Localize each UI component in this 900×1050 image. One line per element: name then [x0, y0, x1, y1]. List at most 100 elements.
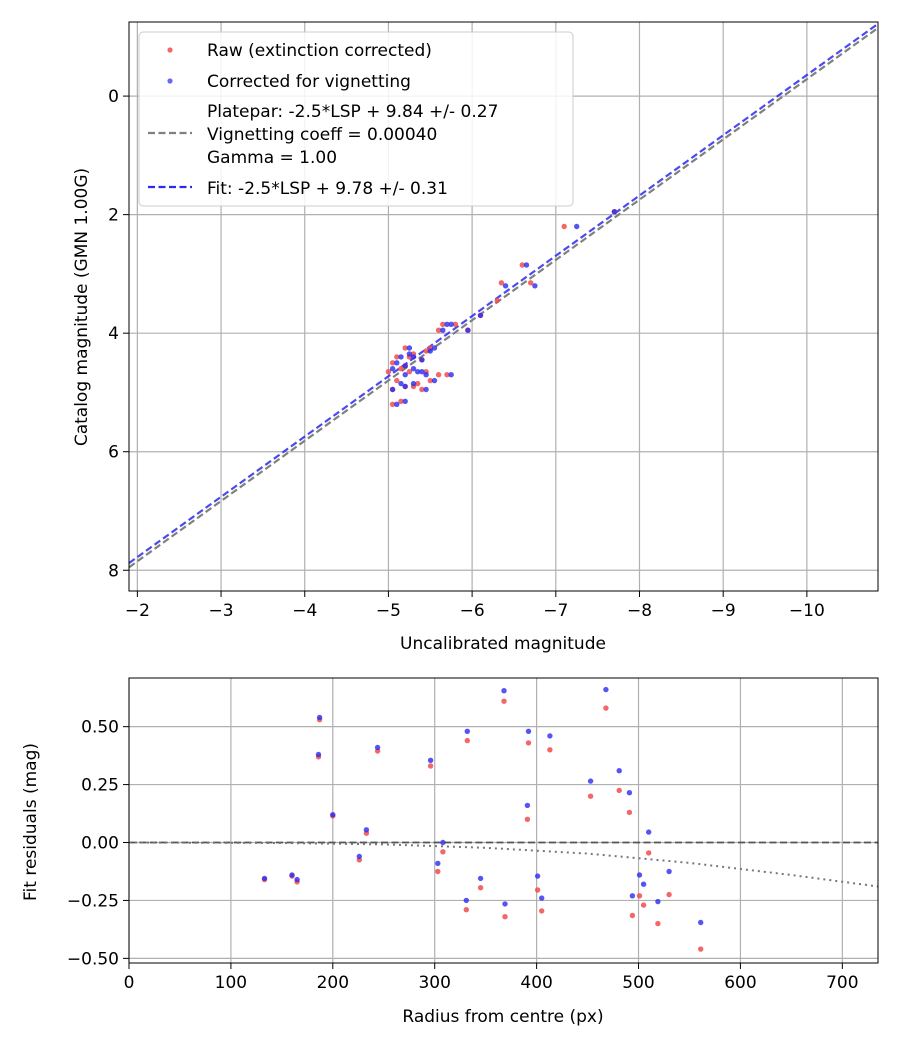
- raw-point: [494, 297, 500, 304]
- corrected-point: [427, 348, 433, 354]
- corrected-point: [524, 802, 531, 809]
- raw-point: [423, 348, 429, 354]
- corrected-point: [626, 790, 633, 796]
- raw-point: [435, 327, 442, 333]
- y-tick-label: −0.25: [67, 891, 119, 911]
- legend-label-vignetting: Vignetting coeff = 0.00040: [207, 125, 437, 145]
- raw-point: [389, 360, 396, 366]
- y-tick-label: 6: [108, 443, 119, 463]
- legend-marker-raw: [167, 47, 173, 53]
- corrected-point: [406, 345, 413, 351]
- raw-point: [698, 946, 704, 952]
- fit-line: [129, 22, 878, 564]
- corrected-point: [330, 812, 336, 818]
- x-tick-label: −5: [376, 601, 401, 621]
- x-tick-label: 700: [826, 973, 858, 993]
- raw-point: [561, 223, 567, 230]
- corrected-point: [448, 372, 454, 378]
- corrected-point: [440, 839, 446, 846]
- x-tick-label: −4: [292, 601, 317, 621]
- raw-point: [398, 366, 404, 372]
- y-tick-label: 0.50: [81, 718, 119, 738]
- corrected-point: [587, 778, 594, 784]
- corrected-point: [523, 262, 530, 268]
- x-tick-label: −6: [460, 601, 485, 621]
- corrected-point: [389, 386, 396, 393]
- x-tick-label: 500: [622, 973, 654, 993]
- corrected-point: [419, 357, 425, 363]
- corrected-point: [465, 327, 471, 333]
- corrected-point: [431, 345, 438, 351]
- x-tick-label: −8: [627, 601, 652, 621]
- corrected-point: [394, 360, 400, 366]
- y-tick-label: 2: [108, 206, 119, 226]
- top-y-ticks: 0 2 4 6 8: [108, 87, 129, 581]
- corrected-point: [316, 714, 323, 721]
- raw-point: [406, 369, 413, 375]
- corrected-point: [534, 873, 541, 879]
- corrected-point: [440, 327, 446, 333]
- bottom-x-axis-label: Radius from centre (px): [402, 1007, 603, 1027]
- raw-point: [534, 887, 541, 893]
- corrected-point: [402, 363, 408, 369]
- corrected-point: [389, 366, 396, 372]
- corrected-point: [294, 876, 300, 883]
- raw-point: [501, 698, 507, 704]
- legend-marker-corrected: [167, 78, 173, 84]
- corrected-point: [464, 728, 470, 734]
- corrected-point: [629, 893, 636, 899]
- raw-point: [398, 398, 404, 404]
- corrected-point: [394, 401, 400, 407]
- raw-point: [616, 787, 622, 794]
- corrected-point: [423, 386, 429, 393]
- top-x-axis-label: Uncalibrated magnitude: [400, 634, 606, 654]
- raw-point: [525, 740, 532, 746]
- corrected-point: [525, 728, 532, 734]
- x-tick-label: 300: [418, 973, 450, 993]
- corrected-point: [415, 369, 421, 375]
- corrected-point: [448, 321, 454, 327]
- corrected-point: [363, 827, 370, 833]
- top-axes-frame: [128, 21, 879, 592]
- corrected-point: [477, 875, 484, 882]
- raw-point: [603, 705, 609, 711]
- corrected-point: [410, 366, 417, 372]
- raw-point: [427, 763, 434, 769]
- bottom-y-axis-label: Fit residuals (mag): [21, 743, 41, 901]
- legend: Raw (extinction corrected) Corrected for…: [138, 31, 574, 207]
- y-tick-label: 8: [108, 561, 119, 581]
- raw-point: [394, 377, 400, 384]
- corrected-point: [646, 829, 652, 835]
- corrected-point: [398, 380, 404, 387]
- top-y-axis-label: Catalog magnitude (GMN 1.00G): [72, 168, 92, 446]
- raw-point: [626, 809, 633, 816]
- corrected-point: [640, 881, 647, 887]
- x-tick-label: −10: [789, 601, 825, 621]
- raw-point: [415, 380, 421, 387]
- y-tick-label: 0.25: [81, 776, 119, 796]
- corrected-point: [636, 872, 643, 878]
- corrected-point: [532, 283, 538, 289]
- raw-point: [655, 920, 661, 927]
- corrected-point: [435, 860, 441, 867]
- x-tick-label: −2: [125, 601, 150, 621]
- raw-point: [528, 280, 534, 286]
- corrected-point: [616, 768, 622, 774]
- x-tick-label: −9: [711, 601, 736, 621]
- raw-point: [640, 902, 647, 908]
- corrected-point: [444, 321, 450, 327]
- raw-point: [419, 386, 425, 393]
- corrected-point: [611, 209, 618, 215]
- corrected-point: [539, 895, 545, 901]
- corrected-point: [406, 351, 413, 357]
- top-lines: [129, 22, 878, 569]
- raw-point: [402, 345, 408, 351]
- corrected-point: [402, 383, 408, 390]
- bottom-y-ticks: −0.50 −0.25 0.00 0.25 0.50: [67, 718, 129, 969]
- corrected-point: [574, 223, 580, 230]
- top-chart: −2 −3 −4 −5 −6 −7 −8 −9 −10 0 2 4 6 8 Uncalibrated m…: [72, 21, 879, 654]
- raw-point: [444, 372, 450, 378]
- raw-point: [646, 850, 652, 856]
- corrected-point: [398, 354, 404, 360]
- legend-label-gamma: Gamma = 1.00: [207, 148, 337, 168]
